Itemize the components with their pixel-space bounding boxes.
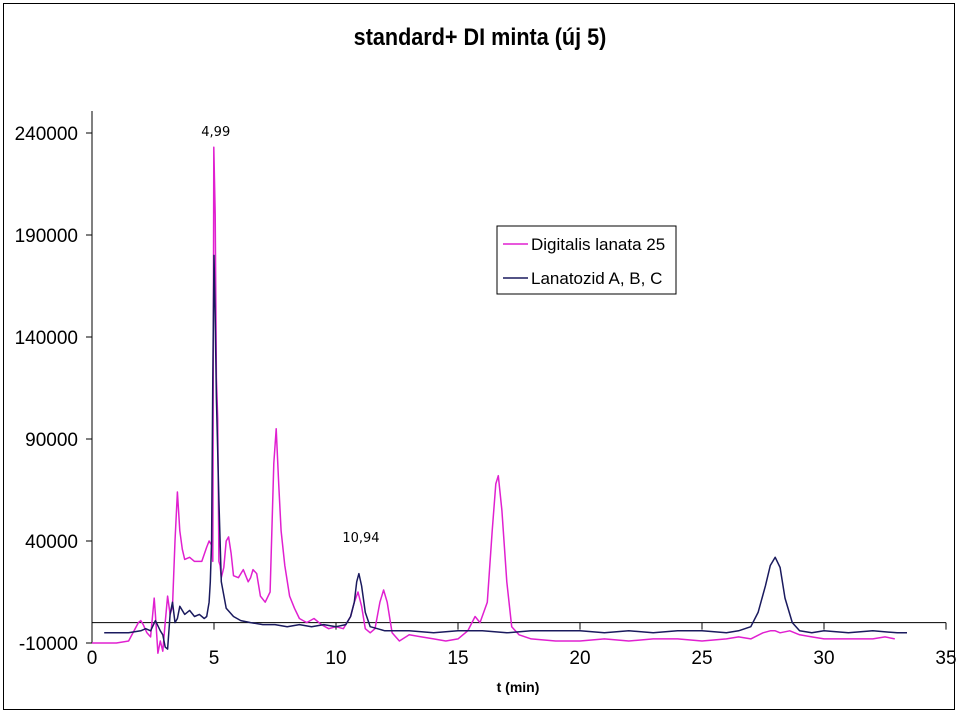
y-tick-label: 190000 — [15, 226, 78, 247]
y-tick-label: 240000 — [15, 124, 78, 145]
x-tick-label: 5 — [209, 648, 220, 669]
annotation-layer: 4,99 10,94 — [201, 125, 379, 546]
y-tick-label: -10000 — [19, 634, 78, 655]
legend-box — [496, 225, 677, 295]
peak-label: 10,94 — [342, 531, 379, 546]
series-line-0 — [92, 146, 895, 654]
series-line-1 — [104, 254, 907, 650]
chart-frame — [3, 3, 955, 710]
x-tick-label: 0 — [87, 648, 98, 669]
legend-label-series-0: Digitalis lanata 25 — [531, 235, 665, 254]
axes: -10000 40000 90000 140000 190000 240000 0 5 10 15… — [15, 111, 957, 669]
legend: Digitalis lanata 25 Lanatozid A, B, C — [496, 225, 677, 295]
x-tick-label: 35 — [935, 648, 956, 669]
x-tick-label: 25 — [691, 648, 712, 669]
peak-label: 4,99 — [201, 125, 230, 140]
x-tick-label: 30 — [813, 648, 834, 669]
y-tick-label: 140000 — [15, 328, 78, 349]
chart-title: standard+ DI minta (új 5) — [353, 24, 607, 51]
x-tick-label: 10 — [325, 648, 346, 669]
y-tick-label: 90000 — [25, 430, 78, 451]
y-tick-label: 40000 — [25, 532, 78, 553]
x-tick-label: 15 — [447, 648, 468, 669]
x-axis-label: t (min) — [497, 679, 540, 695]
series-layer — [92, 146, 907, 654]
x-tick-label: 20 — [569, 648, 590, 669]
legend-label-series-1: Lanatozid A, B, C — [531, 269, 662, 288]
